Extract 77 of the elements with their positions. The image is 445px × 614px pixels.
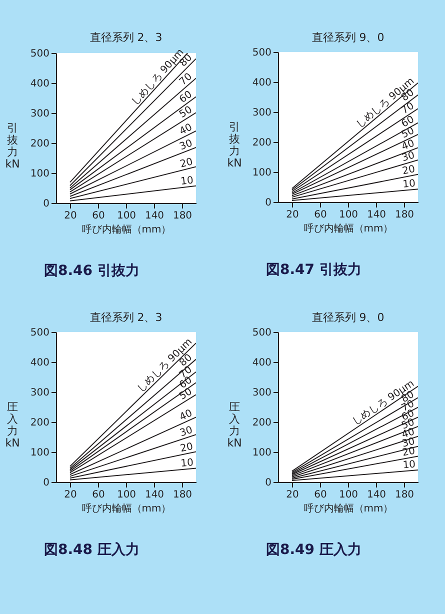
x-axis-title: 呼び内輪幅（mm） [82,224,172,236]
x-tick-label: 20 [286,490,299,500]
y-tick-label: 300 [252,108,272,118]
x-tick-label: 100 [116,490,136,500]
x-tick-label: 180 [394,490,414,500]
text: 10 [180,457,194,470]
y-tick-label: 0 [265,478,272,488]
y-tick-label: 200 [252,418,272,428]
y-tick-label: 100 [252,448,272,458]
chart-title: 直径系列 9、0 [312,311,384,324]
y-tick-label: 100 [30,168,50,180]
x-tick-label: 20 [64,490,77,500]
y-tick-label: 0 [265,198,272,208]
y-tick-label: 200 [30,138,50,150]
y-tick-label: 400 [252,78,272,88]
y-tick-label: 500 [252,328,272,338]
text: 10 [180,175,194,188]
text: 20 [179,156,194,170]
text: 40 [178,408,194,424]
x-tick-label: 100 [338,210,358,220]
caption: 図8.47 引抜力 [266,261,362,279]
y-tick-label: 500 [30,48,50,60]
x-tick-label: 180 [172,490,192,500]
x-axis-title: 呼び内輪幅（mm） [304,222,394,234]
y-tick-label: 100 [30,448,50,458]
x-tick-label: 180 [172,210,192,222]
x-tick-label: 60 [314,210,327,220]
caption: 図8.48 圧入力 [44,541,140,559]
text: 50 [178,104,194,121]
caption: 図8.49 圧入力 [266,541,362,559]
text: 40 [400,138,416,153]
text: 30 [178,424,194,440]
x-tick-label: 100 [116,210,136,222]
x-tick-label: 140 [366,210,386,220]
text: 30 [178,138,194,153]
x-tick-label: 140 [144,490,164,500]
y-axis-title: 引抜力 kN [227,120,242,170]
series-label: 10 [402,459,416,472]
y-tick-label: 300 [30,388,50,398]
x-tick-label: 20 [286,210,299,220]
chart-title: 直径系列 2、3 [90,311,162,324]
y-axis-title: 圧入力 kN [5,400,20,450]
y-tick-label: 0 [43,478,50,488]
x-axis-title: 呼び内輪幅（mm） [82,502,172,514]
y-tick-label: 500 [30,328,50,338]
x-tick-label: 180 [394,210,414,220]
text: 20 [401,164,416,178]
y-tick-label: 400 [30,78,50,90]
y-tick-label: 100 [252,168,272,178]
text: 70 [400,100,416,117]
y-tick-label: 500 [252,48,272,58]
x-axis-title: 呼び内輪幅（mm） [304,502,394,514]
y-tick-label: 200 [30,418,50,428]
chart-title: 直径系列 9、0 [312,31,384,44]
x-tick-label: 60 [92,210,105,222]
x-tick-label: 60 [92,490,105,500]
y-axis-title: 圧入力 kN [227,400,242,450]
caption: 図8.46 引抜力 [44,262,140,280]
y-tick-label: 0 [43,198,50,210]
text: 30 [400,150,416,164]
y-tick-label: 300 [30,108,50,120]
text: 70 [178,71,194,88]
chart-title: 直径系列 2、3 [90,31,162,44]
text: 10 [402,178,416,190]
y-tick-label: 300 [252,388,272,398]
text: 20 [179,441,194,455]
x-tick-label: 60 [314,490,327,500]
y-tick-label: 200 [252,138,272,148]
x-tick-label: 100 [338,490,358,500]
y-tick-label: 400 [30,358,50,368]
y-tick-label: 400 [252,358,272,368]
text: 60 [178,89,194,106]
x-tick-label: 140 [144,210,164,222]
text: 40 [178,122,194,138]
x-tick-label: 140 [366,490,386,500]
x-tick-label: 20 [64,210,77,222]
y-axis-title: 引抜力 kN [5,122,20,170]
